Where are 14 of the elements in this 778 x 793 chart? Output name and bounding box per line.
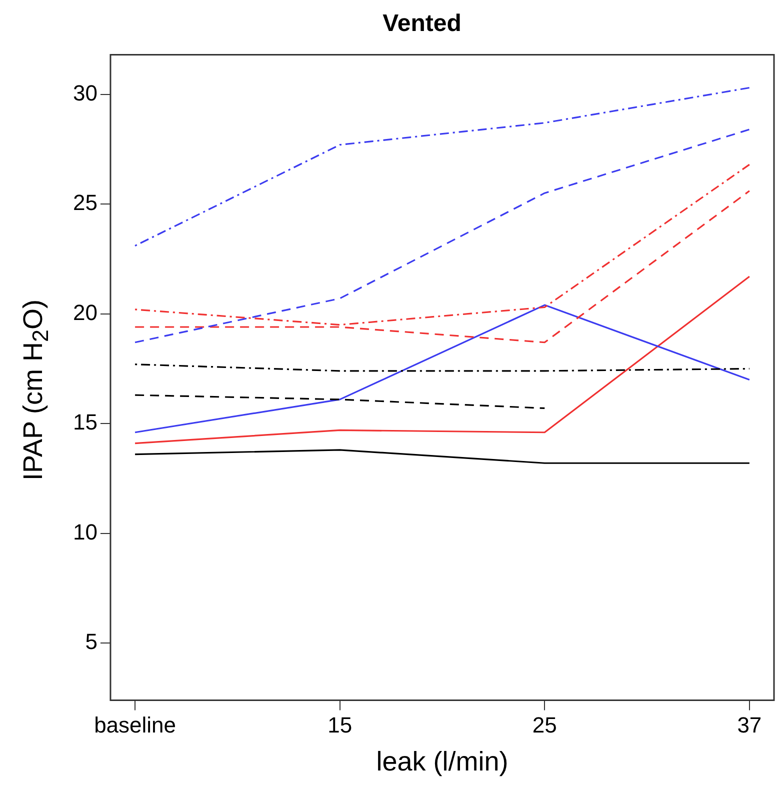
y-tick-label: 15 <box>72 410 98 435</box>
y-tick-label: 25 <box>72 190 98 216</box>
y-tick-label: 30 <box>72 80 98 106</box>
x-tick-label: 37 <box>737 712 762 738</box>
x-tick-label: baseline <box>94 712 176 738</box>
line-series <box>134 86 750 247</box>
y-tick-label: 5 <box>85 629 98 654</box>
line-series <box>134 128 750 344</box>
x-axis-title: leak (l/min) <box>376 746 508 776</box>
y-tick-label: 10 <box>72 519 98 544</box>
x-tick-label: 15 <box>328 712 352 738</box>
y-tick-label: 20 <box>72 300 98 325</box>
x-tick-label: 25 <box>532 712 557 738</box>
chart-title: Vented <box>382 10 462 38</box>
